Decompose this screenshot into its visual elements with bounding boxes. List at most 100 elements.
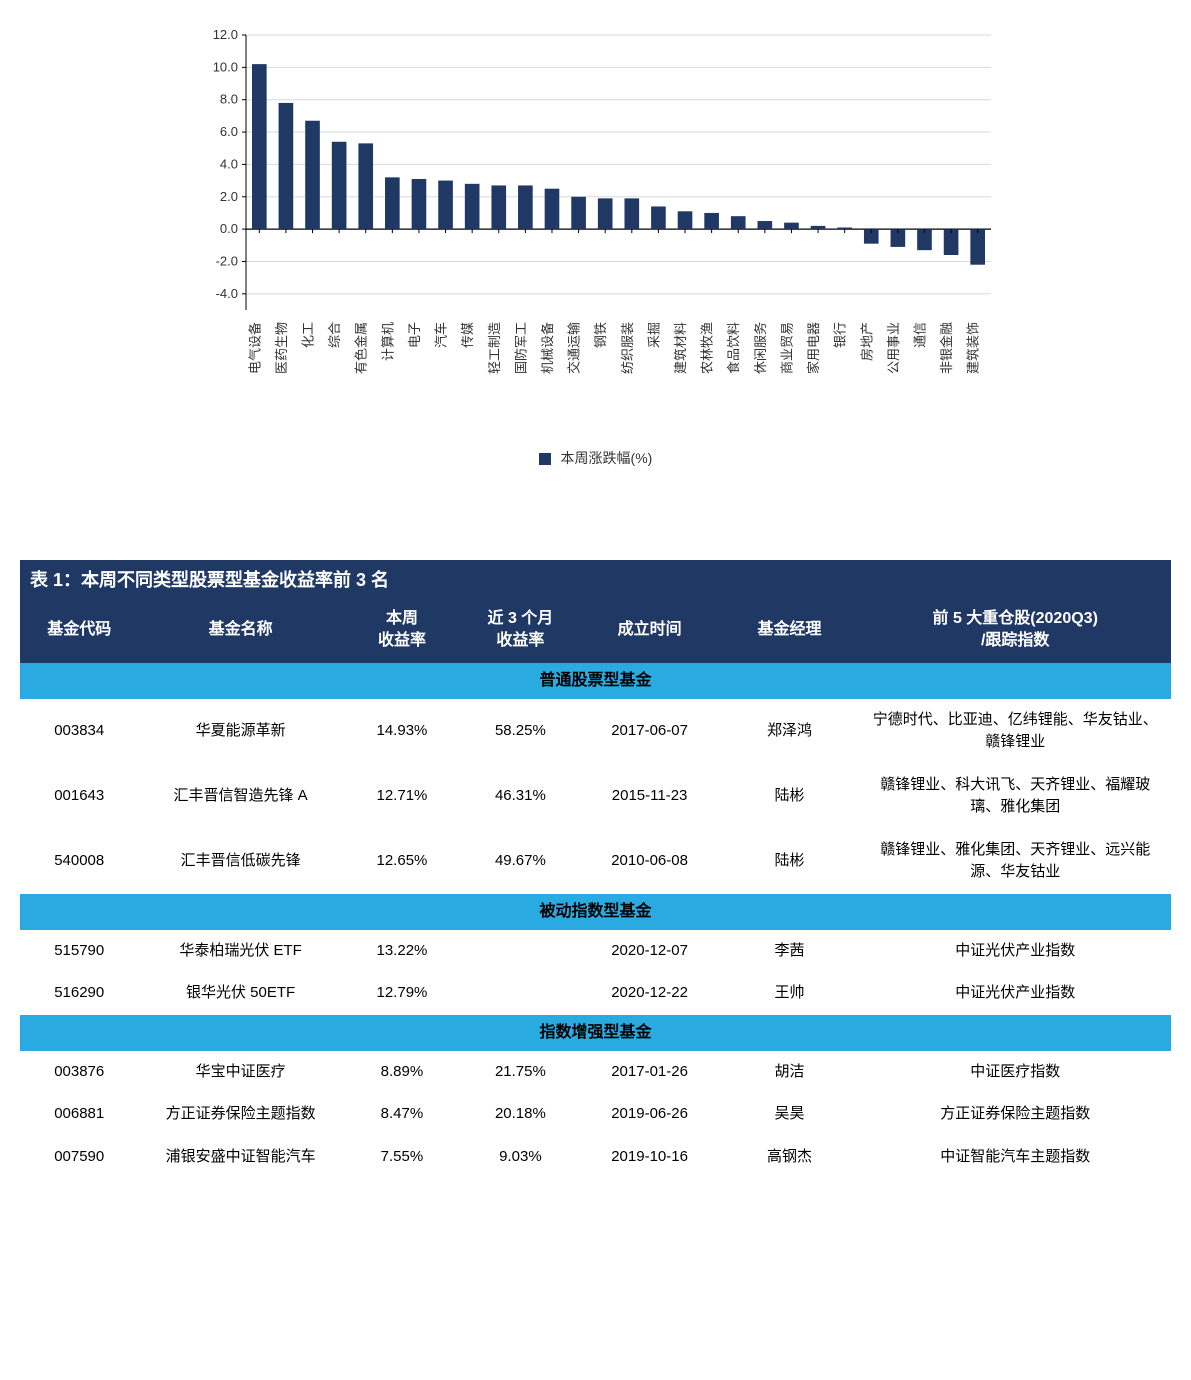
cell-inception: 2020-12-07 [580,930,720,973]
cell-weekly-return: 8.47% [343,1093,461,1136]
cell-inception: 2017-06-07 [580,699,720,764]
cell-holdings: 中证光伏产业指数 [859,930,1171,973]
cell-code: 003876 [20,1051,138,1094]
col-header-manager: 基金经理 [720,598,860,663]
cell-3m-return: 49.67% [461,829,579,894]
cell-inception: 2019-06-26 [580,1093,720,1136]
cell-3m-return: 9.03% [461,1136,579,1179]
cell-code: 516290 [20,972,138,1015]
legend-label: 本周涨跌幅(%) [561,450,653,466]
svg-text:钢铁: 钢铁 [593,322,608,348]
svg-text:交通运输: 交通运输 [566,322,581,374]
table-row: 540008汇丰晋信低碳先锋12.65%49.67%2010-06-08陆彬赣锋… [20,829,1171,894]
cell-name: 华泰柏瑞光伏 ETF [138,930,342,973]
cell-inception: 2017-01-26 [580,1051,720,1094]
cell-holdings: 赣锋锂业、雅化集团、天齐锂业、远兴能源、华友钴业 [859,829,1171,894]
cell-holdings: 赣锋锂业、科大讯飞、天齐锂业、福耀玻璃、雅化集团 [859,764,1171,829]
svg-text:汽车: 汽车 [433,322,448,348]
svg-text:建筑装饰: 建筑装饰 [965,322,980,374]
cell-manager: 陆彬 [720,764,860,829]
cell-3m-return: 46.31% [461,764,579,829]
cell-weekly-return: 13.22% [343,930,461,973]
cell-name: 华宝中证医疗 [138,1051,342,1094]
section-title: 指数增强型基金 [20,1015,1171,1051]
cell-weekly-return: 12.79% [343,972,461,1015]
svg-text:商业贸易: 商业贸易 [779,322,794,374]
svg-text:8.0: 8.0 [219,92,237,107]
cell-name: 银华光伏 50ETF [138,972,342,1015]
table-title: 表 1：本周不同类型股票型基金收益率前 3 名 [20,560,1171,598]
cell-holdings: 中证医疗指数 [859,1051,1171,1094]
table-row: 003834华夏能源革新14.93%58.25%2017-06-07郑泽鸿宁德时… [20,699,1171,764]
weekly-sector-bar-chart: -4.0-2.00.02.04.06.08.010.012.0电气设备医药生物化… [186,20,1006,480]
chart-legend: 本周涨跌幅(%) [186,440,1006,480]
svg-text:轻工制造: 轻工制造 [486,322,501,374]
cell-3m-return [461,930,579,973]
cell-inception: 2019-10-16 [580,1136,720,1179]
cell-code: 540008 [20,829,138,894]
svg-text:0.0: 0.0 [219,221,237,236]
svg-text:12.0: 12.0 [212,27,237,42]
col-header-weekly-return: 本周收益率 [343,598,461,663]
table-row: 001643汇丰晋信智造先锋 A12.71%46.31%2015-11-23陆彬… [20,764,1171,829]
cell-weekly-return: 14.93% [343,699,461,764]
col-header-3m-return: 近 3 个月收益率 [461,598,579,663]
section-row: 普通股票型基金 [20,663,1171,699]
cell-code: 006881 [20,1093,138,1136]
cell-holdings: 方正证券保险主题指数 [859,1093,1171,1136]
cell-name: 华夏能源革新 [138,699,342,764]
table-row: 515790华泰柏瑞光伏 ETF13.22%2020-12-07李茜中证光伏产业… [20,930,1171,973]
svg-text:有色金属: 有色金属 [353,322,368,374]
svg-text:-4.0: -4.0 [215,286,237,301]
cell-name: 浦银安盛中证智能汽车 [138,1136,342,1179]
cell-inception: 2010-06-08 [580,829,720,894]
svg-text:2.0: 2.0 [219,189,237,204]
cell-name: 方正证券保险主题指数 [138,1093,342,1136]
cell-inception: 2015-11-23 [580,764,720,829]
cell-manager: 郑泽鸿 [720,699,860,764]
svg-text:银行: 银行 [832,322,847,348]
cell-name: 汇丰晋信智造先锋 A [138,764,342,829]
cell-manager: 胡洁 [720,1051,860,1094]
svg-text:6.0: 6.0 [219,124,237,139]
svg-text:公用事业: 公用事业 [885,322,900,374]
cell-inception: 2020-12-22 [580,972,720,1015]
cell-3m-return: 21.75% [461,1051,579,1094]
col-header-inception: 成立时间 [580,598,720,663]
cell-weekly-return: 7.55% [343,1136,461,1179]
cell-code: 003834 [20,699,138,764]
table-row: 516290银华光伏 50ETF12.79% 2020-12-22王帅中证光伏产业… [20,972,1171,1015]
svg-text:房地产: 房地产 [859,322,874,361]
svg-text:-2.0: -2.0 [215,253,237,268]
fund-top3-table: 基金代码 基金名称 本周收益率 近 3 个月收益率 成立时间 基金经理 前 5 … [20,598,1171,1178]
cell-code: 007590 [20,1136,138,1179]
table-row: 006881方正证券保险主题指数8.47%20.18%2019-06-26吴昊方… [20,1093,1171,1136]
svg-text:4.0: 4.0 [219,156,237,171]
legend-swatch [539,453,551,465]
svg-text:非银金融: 非银金融 [939,322,954,374]
cell-weekly-return: 12.65% [343,829,461,894]
svg-text:食品饮料: 食品饮料 [726,322,741,374]
svg-text:家用电器: 家用电器 [806,322,821,374]
cell-weekly-return: 12.71% [343,764,461,829]
svg-text:医药生物: 医药生物 [273,322,288,374]
cell-holdings: 中证光伏产业指数 [859,972,1171,1015]
cell-manager: 陆彬 [720,829,860,894]
section-title: 普通股票型基金 [20,663,1171,699]
cell-weekly-return: 8.89% [343,1051,461,1094]
bar-chart-svg: -4.0-2.00.02.04.06.08.010.012.0电气设备医药生物化… [186,20,1006,440]
cell-code: 001643 [20,764,138,829]
cell-manager: 王帅 [720,972,860,1015]
svg-text:综合: 综合 [327,322,342,348]
cell-3m-return: 20.18% [461,1093,579,1136]
col-header-holdings: 前 5 大重仓股(2020Q3)/跟踪指数 [859,598,1171,663]
svg-text:计算机: 计算机 [380,322,395,361]
col-header-name: 基金名称 [138,598,342,663]
table-row: 007590浦银安盛中证智能汽车7.55%9.03%2019-10-16高钢杰中… [20,1136,1171,1179]
svg-text:休闲服务: 休闲服务 [752,322,767,374]
svg-text:建筑材料: 建筑材料 [673,322,688,374]
svg-text:10.0: 10.0 [212,59,237,74]
fund-top3-table-wrap: 表 1：本周不同类型股票型基金收益率前 3 名 基金代码 基金名称 本周收益率 … [20,560,1171,1178]
section-title: 被动指数型基金 [20,894,1171,930]
svg-text:纺织服装: 纺织服装 [619,322,634,374]
